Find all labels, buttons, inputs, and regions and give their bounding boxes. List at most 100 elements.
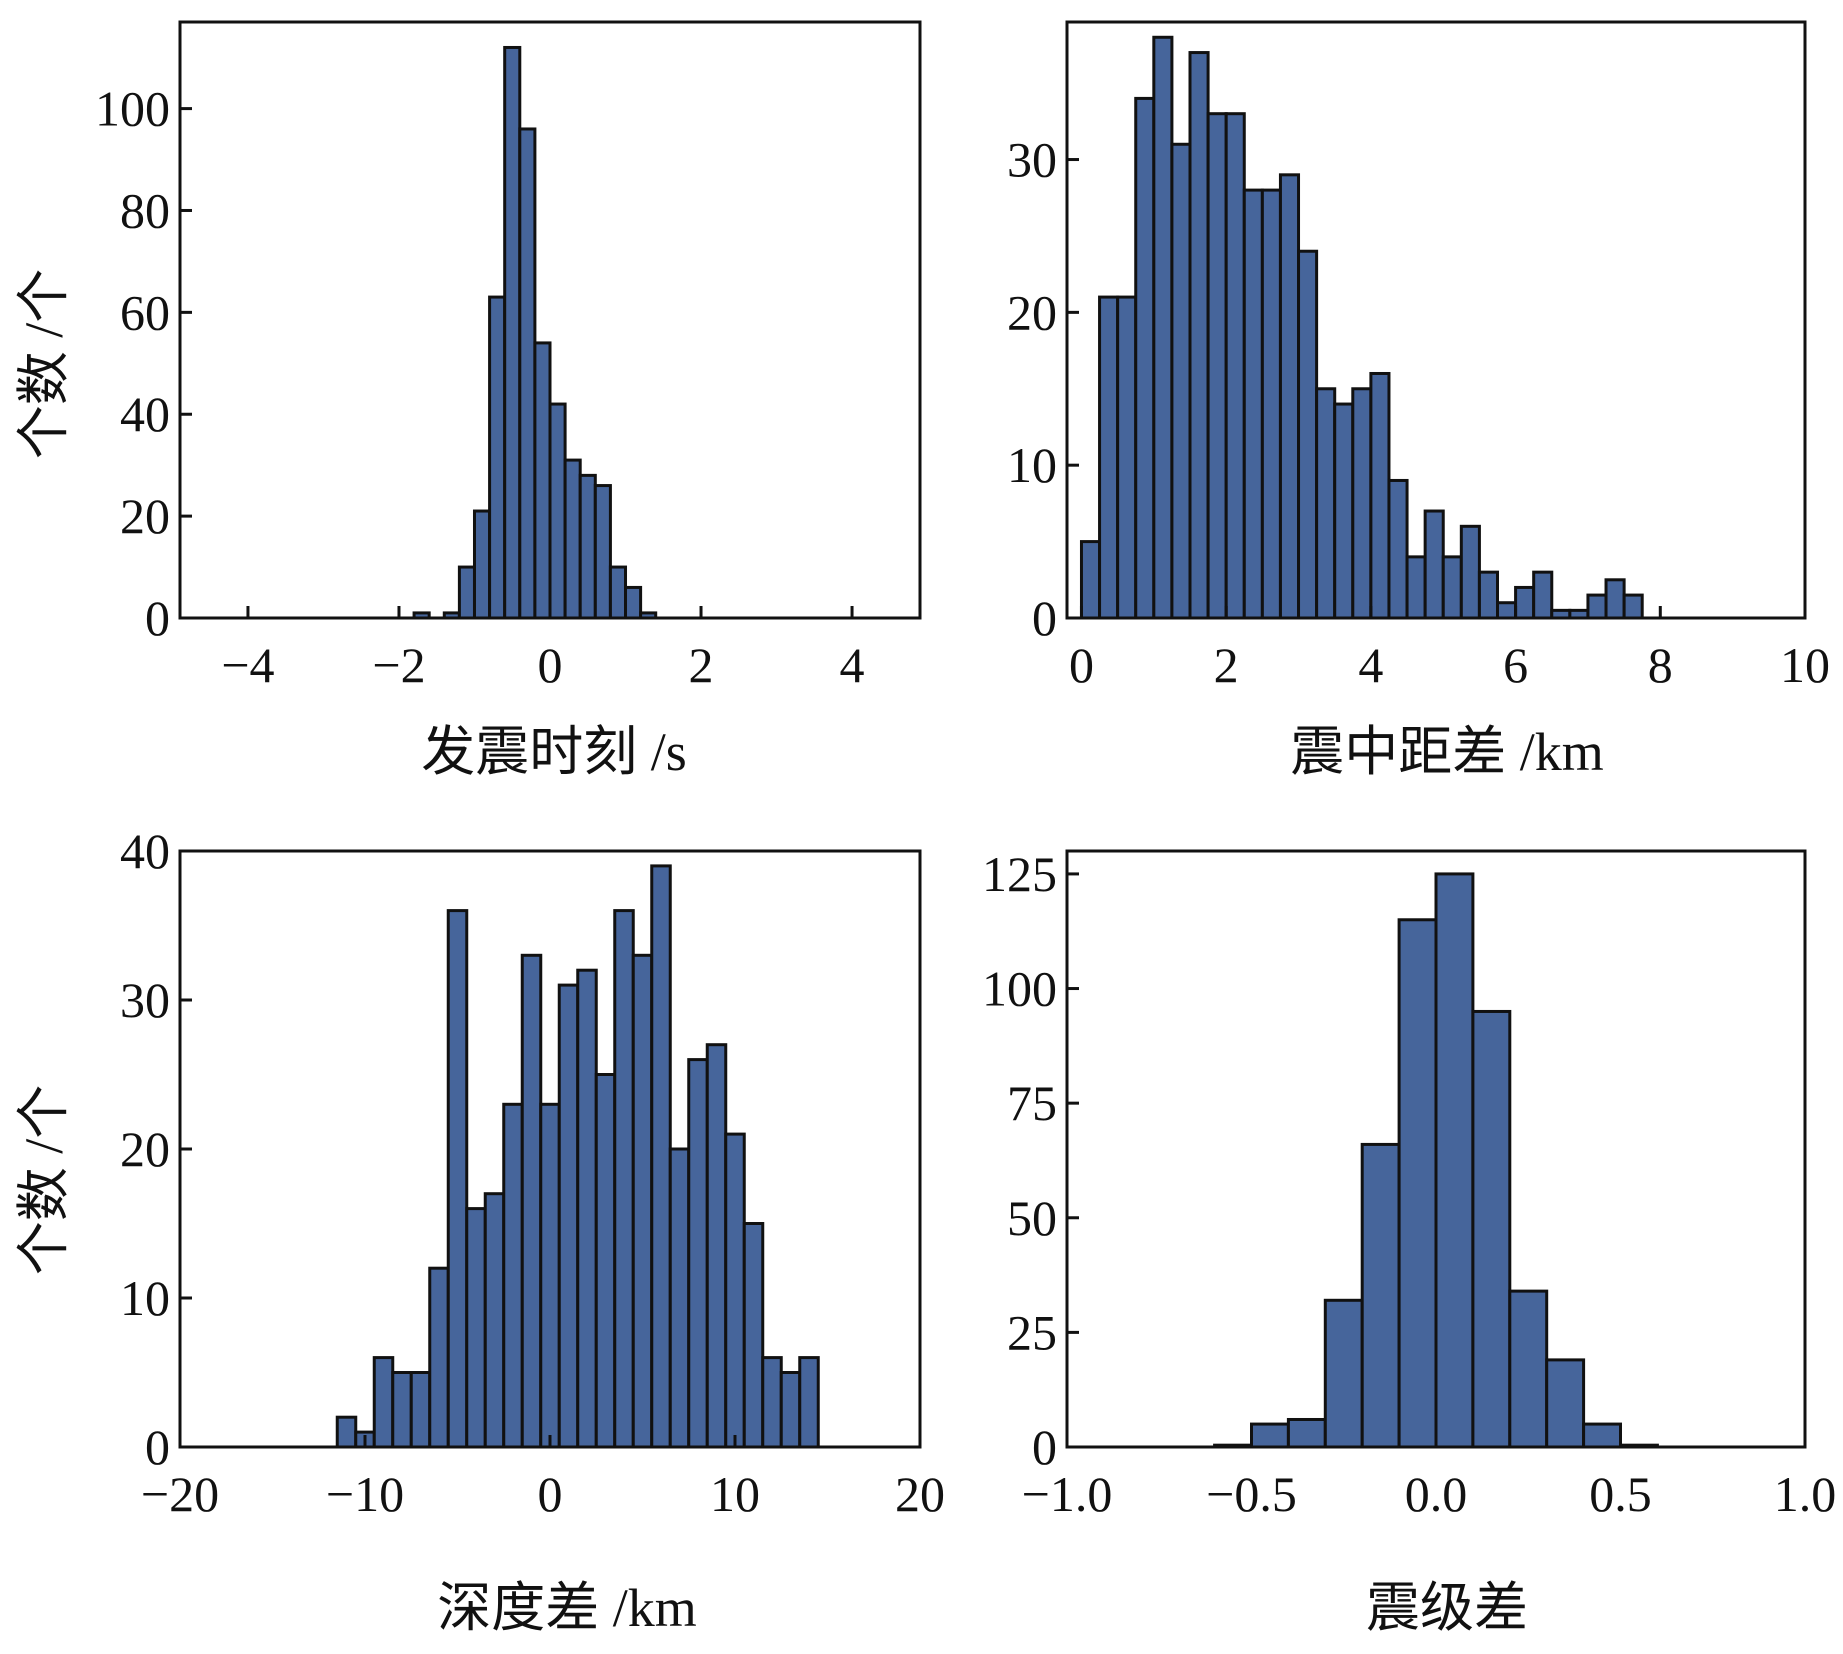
histogram-bar: [446, 909, 469, 1449]
magnitude-diff-histogram: 震级差 −1.0 −0.5 0.0 0.5 1.0 0 25 50 75 100 125: [982, 846, 1836, 1638]
histogram-bar: [1278, 173, 1301, 620]
y-tick-label: 25: [1007, 1304, 1057, 1360]
histogram-bar: [1079, 540, 1102, 620]
histogram-bar: [650, 864, 672, 1449]
histogram-bar: [503, 45, 522, 620]
histogram-bar: [798, 1356, 820, 1449]
histogram-bar: [1545, 1358, 1586, 1449]
histogram-bar: [1116, 295, 1138, 620]
histogram-bar: [779, 1371, 802, 1449]
y-tick-label: 80: [120, 182, 170, 238]
y-tick-label: 100: [982, 961, 1057, 1017]
histogram-bar: [1333, 402, 1355, 620]
histogram-bar: [1397, 918, 1438, 1449]
histogram-bar: [668, 1147, 691, 1449]
x-axis-label: 震级差: [1366, 1578, 1528, 1638]
x-tick-label: 4: [1358, 637, 1383, 693]
histogram-bar: [1423, 509, 1445, 620]
histogram-bar: [1434, 872, 1475, 1449]
histogram-bar: [1582, 1422, 1622, 1449]
histogram-bar: [1152, 35, 1174, 620]
y-tick-label: 125: [982, 846, 1057, 902]
x-tick-label: −10: [326, 1466, 404, 1522]
x-tick-label: −4: [221, 637, 274, 693]
histogram-bar: [1586, 593, 1608, 620]
histogram-bar: [335, 1415, 358, 1449]
histogram-bar: [1441, 555, 1463, 620]
histogram-bar: [409, 1371, 432, 1449]
x-tick-label: 6: [1503, 637, 1528, 693]
histogram-bar: [483, 1192, 506, 1449]
histogram-bar: [465, 1207, 487, 1449]
histogram-bar: [613, 909, 635, 1449]
histogram-bar: [761, 1356, 783, 1449]
histogram-bar: [488, 295, 507, 620]
histogram-bar: [594, 1073, 617, 1449]
histogram-bar: [1508, 1289, 1549, 1449]
y-tick-label: 0: [145, 590, 170, 646]
histogram-bar: [631, 953, 654, 1449]
histogram-bar: [1297, 249, 1319, 620]
y-tick-label: 20: [1007, 284, 1057, 340]
x-tick-label: 0: [538, 1466, 563, 1522]
histogram-bar: [578, 473, 597, 620]
histogram-bar: [1360, 1142, 1401, 1449]
histogram-bar: [687, 1058, 709, 1449]
y-tick-label: 50: [1007, 1190, 1057, 1246]
histogram-bar: [520, 953, 543, 1449]
histogram-bar: [1250, 1422, 1290, 1449]
histogram-bar: [1459, 524, 1481, 620]
histogram-bar: [1514, 585, 1536, 620]
histogram-bar: [1604, 578, 1626, 620]
histogram-bar: [1286, 1417, 1327, 1449]
histogram-bar: [576, 968, 598, 1449]
x-tick-label: 0.5: [1589, 1466, 1652, 1522]
y-axis-label: 个数 /个: [14, 269, 74, 460]
histogram-bar: [1369, 371, 1391, 620]
depth-diff-histogram: 深度差 /km 个数 /个 −20 −10 0 10 20 0 10 20 30 40: [14, 823, 945, 1638]
x-axis-label: 震中距差 /km: [1290, 722, 1604, 782]
histogram-bar: [1134, 96, 1156, 620]
histogram-bar: [724, 1132, 746, 1449]
histogram-bar: [1496, 601, 1518, 620]
histogram-bar: [391, 1371, 413, 1449]
histogram-bar: [1206, 112, 1228, 620]
histogram-bar: [1477, 570, 1500, 620]
y-tick-label: 30: [1007, 132, 1057, 188]
x-tick-label: 4: [840, 637, 865, 693]
y-tick-label: 40: [120, 386, 170, 442]
histogram-bar: [518, 127, 537, 620]
histogram-bar: [1242, 188, 1264, 620]
histogram-bar: [1098, 295, 1120, 620]
y-tick-label: 40: [120, 823, 170, 879]
histogram-bar: [557, 983, 580, 1449]
histogram-bar: [1532, 570, 1554, 620]
y-tick-label: 0: [1032, 590, 1057, 646]
y-tick-label: 100: [95, 81, 170, 137]
x-tick-label: 8: [1648, 637, 1673, 693]
plot-frame: [1065, 20, 1807, 620]
histogram-bar: [428, 1266, 450, 1449]
x-tick-label: 2: [689, 637, 714, 693]
y-tick-label: 10: [120, 1270, 170, 1326]
x-tick-label: −1.0: [1022, 1466, 1113, 1522]
histogram-bar: [1405, 555, 1427, 620]
histogram-bar: [563, 458, 582, 620]
x-tick-label: 10: [710, 1466, 760, 1522]
histogram-bar: [1622, 593, 1644, 620]
histogram-bar: [608, 565, 628, 620]
histogram-bar: [539, 1102, 561, 1449]
histogram-bar: [705, 1043, 728, 1449]
histogram-bar: [1170, 142, 1192, 620]
x-axis-label: 深度差 /km: [437, 1578, 697, 1638]
y-axis-label: 个数 /个: [14, 1085, 74, 1276]
x-tick-label: 10: [1780, 637, 1830, 693]
histogram-bar: [372, 1356, 395, 1449]
histogram-bar: [1387, 478, 1409, 620]
x-tick-label: 0: [538, 637, 563, 693]
histogram-bar: [1351, 387, 1373, 620]
histogram-bar: [1471, 1009, 1512, 1449]
histogram-bar: [1224, 112, 1246, 620]
